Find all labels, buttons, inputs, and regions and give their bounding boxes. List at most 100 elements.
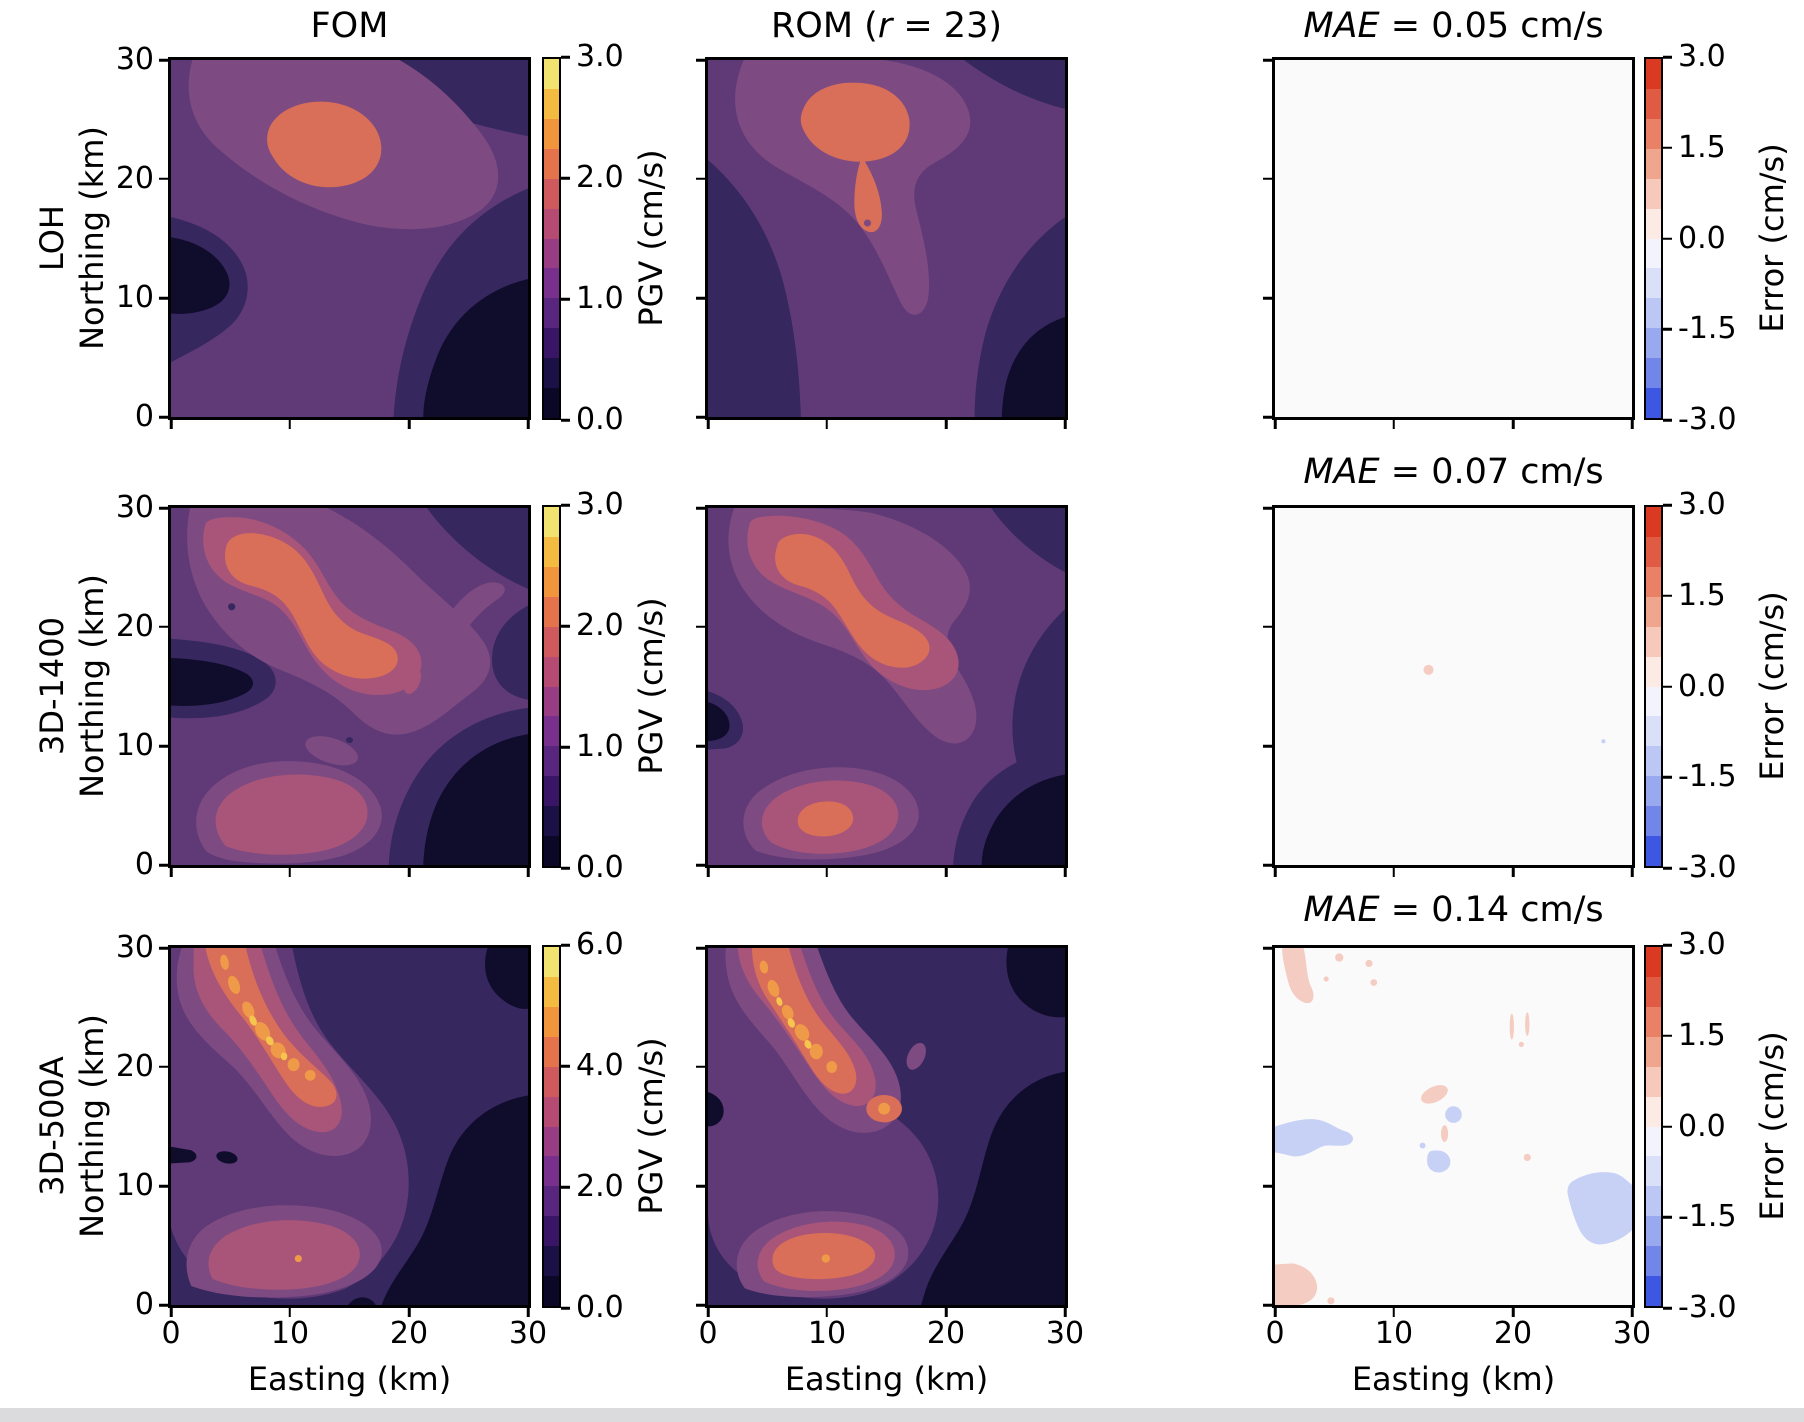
- y-axis-tick-mark: [159, 1184, 168, 1188]
- y-axis-tick-mark: [1263, 58, 1272, 62]
- colorbar-tick-mark: [1663, 503, 1672, 507]
- colorbar-tick-label: 3.0: [1678, 487, 1726, 522]
- contour-fleck: [794, 1024, 810, 1041]
- error-patch-positive: [1523, 1153, 1531, 1162]
- colorbar-segment: [544, 118, 559, 149]
- y-axis-tick-mark: [1263, 1303, 1272, 1307]
- colorbar-tick-label: 2.0: [576, 160, 624, 195]
- colorbar-segment: [1646, 536, 1661, 567]
- colorbar-tick-label: 0.0: [576, 850, 624, 885]
- contour-dot: [228, 603, 236, 611]
- colorbar-tick-mark: [1663, 943, 1672, 947]
- x-tick-label: 0: [1265, 1316, 1285, 1351]
- mae-var: MAE: [1303, 890, 1380, 930]
- colorbar-segment: [544, 836, 559, 867]
- x-tick-label: 30: [1045, 1316, 1085, 1351]
- colorbar-tick-mark: [1663, 146, 1672, 149]
- x-axis-tick-mark: [1392, 1308, 1396, 1317]
- colorbar-segment: [544, 1156, 559, 1187]
- colorbar-segment: [544, 1096, 559, 1127]
- x-axis-tick-mark: [1273, 1308, 1277, 1317]
- x-axis-tick-mark: [1511, 420, 1515, 429]
- y-axis-tick-mark: [1263, 744, 1272, 748]
- contour-fleck: [821, 1254, 830, 1263]
- x-axis-label: Easting (km): [247, 1360, 452, 1398]
- colorbar-segment: [1646, 686, 1661, 717]
- colorbar-tick-mark: [561, 503, 570, 507]
- colorbar-tick-mark: [1663, 1034, 1672, 1037]
- error-patch-negative: [1567, 1172, 1632, 1245]
- colorbar-tick-mark: [561, 624, 570, 628]
- colorbar-tick-label: 0.0: [576, 1290, 624, 1325]
- panel-3d500a-error: 0 10 20 30: [1263, 945, 1651, 1349]
- contour-map-loh-rom: [708, 60, 1065, 417]
- contour-dot: [216, 1151, 238, 1164]
- panel-3d1400-error: [1263, 505, 1635, 877]
- colorbar-segment: [1646, 298, 1661, 329]
- colorbar-segment: [1646, 626, 1661, 657]
- y-tick-label: 0: [134, 399, 154, 434]
- colorbar-segment: [544, 328, 559, 359]
- contour-fleck: [287, 1058, 300, 1072]
- y-axis-label: Northing (km): [73, 126, 111, 350]
- x-axis-tick-mark: [706, 420, 710, 429]
- colorbar-tick-mark: [1663, 55, 1672, 59]
- x-tick-label: 10: [1374, 1316, 1414, 1351]
- colorbar-segment: [1646, 328, 1661, 359]
- colorbar-tick-mark: [1663, 776, 1672, 779]
- x-axis-label: Easting (km): [1351, 1360, 1556, 1398]
- x-axis-tick-mark: [944, 420, 948, 429]
- contour-ridge: [224, 533, 398, 679]
- colorbar-tick-label: 0.0: [1678, 220, 1726, 256]
- y-axis-tick-mark: [696, 296, 705, 300]
- y-axis-tick-mark: [696, 625, 705, 629]
- colorbar-tick-label: 2.0: [576, 1169, 624, 1204]
- colorbar-segment: [544, 626, 559, 657]
- x-axis-tick-mark: [944, 1308, 948, 1317]
- colorbar-tick-label: 3.0: [1678, 39, 1726, 74]
- colorbar-tick-mark: [1663, 1125, 1672, 1128]
- y-axis-tick-mark: [159, 625, 168, 629]
- error-patch-positive: [1370, 979, 1378, 986]
- colorbar-segment: [544, 976, 559, 1007]
- contour-map-loh-fom: [171, 60, 528, 417]
- colorbar-tick-label: 1.5: [1678, 577, 1726, 613]
- contour-hotspot: [854, 157, 882, 233]
- x-tick-label: 10: [807, 1316, 847, 1351]
- y-axis-tick-mark: [696, 1065, 705, 1069]
- panel-loh-rom: [696, 57, 1068, 429]
- error-colorbar-ticks-3d500a: 3.0 1.5 0.0 -1.5 -3.0: [1663, 930, 1773, 1323]
- y-axis-tick-mark: [1263, 625, 1272, 629]
- contour-fleck: [767, 979, 780, 998]
- colorbar-tick-mark: [1663, 685, 1672, 688]
- panel-3d1400-fom: 30 20 10 0: [116, 493, 531, 880]
- colorbar-segment: [544, 596, 559, 627]
- mae-value: = 0.14 cm/s: [1379, 890, 1604, 930]
- colorbar-segment: [544, 1006, 559, 1037]
- colorbar-tick-mark: [561, 866, 570, 870]
- colorbar-segment: [1646, 1066, 1661, 1097]
- y-axis-tick-mark: [159, 177, 168, 181]
- contour-hotspot: [800, 82, 910, 162]
- colorbar-segment: [544, 1126, 559, 1157]
- pgv-colorbar-3d1400: [542, 505, 561, 868]
- colorbar-tick-label: 0.0: [1678, 668, 1726, 704]
- colorbar-tick-label: 6.0: [576, 927, 624, 962]
- x-tick-label: 10: [270, 1316, 310, 1351]
- colorbar-segment: [544, 388, 559, 419]
- y-axis-tick-mark: [1263, 506, 1272, 510]
- x-axis-tick-mark: [706, 868, 710, 877]
- colorbar-segment: [544, 1036, 559, 1067]
- title-rom: ROM (r = 23): [705, 6, 1068, 46]
- contour-region: [171, 237, 230, 314]
- colorbar-segment: [1646, 947, 1661, 977]
- contour-fleck: [878, 1102, 891, 1115]
- title-rom-var: r: [877, 6, 893, 46]
- error-patch-positive: [1525, 1012, 1530, 1037]
- x-axis-tick-mark: [169, 420, 173, 429]
- mae-value: = 0.05 cm/s: [1379, 6, 1604, 46]
- colorbar-segment: [1646, 178, 1661, 209]
- colorbar-segment: [544, 776, 559, 807]
- colorbar-tick-label: 1.0: [576, 281, 624, 316]
- contour-fleck: [804, 1040, 812, 1049]
